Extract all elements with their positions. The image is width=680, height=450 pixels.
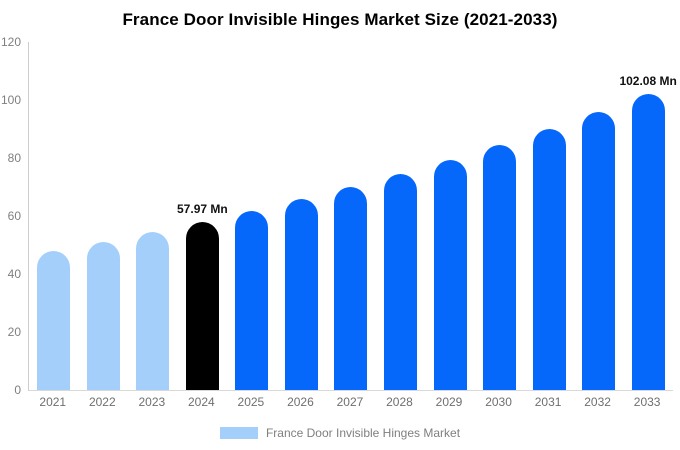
bar-2023	[136, 232, 170, 390]
y-tick-label: 100	[0, 93, 21, 107]
bar-slot-2026	[277, 42, 327, 390]
x-tick-label-2022: 2022	[88, 395, 116, 409]
y-tick-label: 60	[7, 209, 21, 223]
bar-value-label-2033: 102.08 Mn	[619, 74, 677, 88]
y-tick-label: 40	[7, 267, 21, 281]
bar-slot-2032	[574, 42, 624, 390]
bar-slot-2031	[524, 42, 574, 390]
bar-value-label-2024: 57.97 Mn	[177, 202, 228, 216]
x-tick-label-2031: 2031	[534, 395, 562, 409]
bars-container: 57.97 Mn 102.08 Mn	[29, 42, 677, 390]
bar-slot-2021	[29, 42, 79, 390]
bar-2030	[483, 145, 517, 390]
bar-slot-2033: 102.08 Mn	[619, 42, 677, 390]
plot-area: 57.97 Mn 102.08 Mn	[28, 42, 677, 391]
bar-slot-2025	[227, 42, 277, 390]
x-tick-label-2033: 2033	[633, 395, 661, 409]
bar-2031	[532, 129, 566, 390]
bar-2029	[433, 160, 467, 390]
y-tick-label: 0	[14, 383, 21, 397]
legend-label: France Door Invisible Hinges Market	[265, 426, 461, 440]
y-tick-label: 80	[7, 151, 21, 165]
bar-2022	[86, 242, 120, 390]
x-tick-label-2023: 2023	[138, 395, 166, 409]
x-tick-label-2021: 2021	[39, 395, 67, 409]
legend-swatch	[219, 427, 258, 439]
x-tick-label-2024: 2024	[188, 395, 215, 409]
legend: France Door Invisible Hinges Market	[0, 426, 680, 440]
bar-2033	[631, 94, 665, 390]
y-tick-label: 20	[7, 325, 21, 339]
chart-title: France Door Invisible Hinges Market Size…	[122, 10, 558, 29]
y-tick-label: 120	[0, 35, 21, 49]
bar-2032	[582, 112, 616, 390]
bar-slot-2027	[326, 42, 376, 390]
bar-2024	[185, 222, 219, 390]
x-tick-label-2025: 2025	[237, 395, 265, 409]
bar-2026	[284, 199, 318, 390]
bar-2025	[235, 211, 269, 390]
bar-slot-2023	[128, 42, 178, 390]
x-axis-labels: 2021 2022 2023 2024 2025 2026 2027 2028 2029 2030…	[28, 396, 672, 408]
x-tick-label-2028: 2028	[386, 395, 413, 409]
bar-slot-2022	[79, 42, 129, 390]
y-axis-labels: 0 20 40 60 80 100 120	[0, 36, 24, 396]
bar-2027	[334, 187, 368, 390]
bar-slot-2030	[475, 42, 525, 390]
bar-2021	[37, 251, 71, 390]
bar-slot-2024: 57.97 Mn	[177, 42, 228, 390]
x-tick-label-2030: 2030	[485, 395, 512, 409]
x-tick-label-2032: 2032	[584, 395, 611, 409]
bar-2028	[383, 174, 417, 390]
x-tick-label-2027: 2027	[336, 395, 364, 409]
x-tick-label-2026: 2026	[287, 395, 314, 409]
bar-slot-2028	[376, 42, 426, 390]
x-tick-label-2029: 2029	[435, 395, 463, 409]
bar-slot-2029	[425, 42, 475, 390]
